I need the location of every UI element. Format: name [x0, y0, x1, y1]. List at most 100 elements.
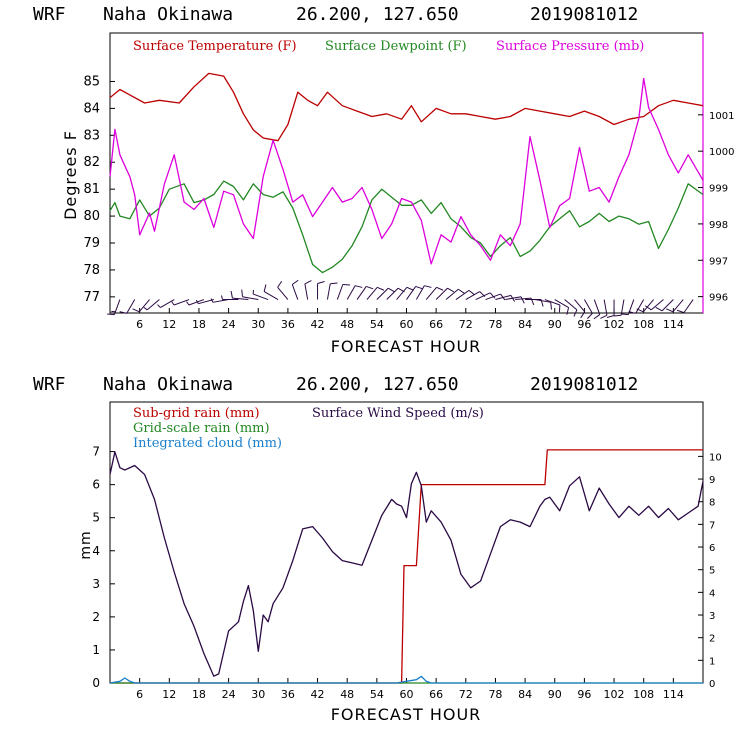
bottom-header-coords: 26.200, 127.650: [296, 374, 459, 395]
top-x-tick-label: 90: [548, 318, 562, 331]
bottom-series-cloud: [109, 675, 703, 684]
top-series-dewpoint: [109, 180, 704, 274]
top-x-tick-label: 54: [370, 318, 384, 331]
bottom-y2-tick-label: 5: [709, 566, 715, 577]
wind-barb: [445, 288, 465, 300]
bottom-y2-tick-label: 2: [709, 634, 715, 645]
bottom-y2-ticks: 0 1 2 3 4 5 6 7 8 9 10: [698, 452, 722, 690]
wind-barb: [583, 299, 593, 319]
bottom-x-ticks: 6 12 18 24 30 36 42 48 54 60 66 72 78 84 90 96 102 108 114: [136, 678, 684, 701]
top-x-tick-label: 60: [400, 318, 414, 331]
bottom-x-tick-label: 12: [162, 688, 176, 701]
bottom-y2-tick-label: 1: [709, 656, 715, 667]
bottom-x-axis-label: FORECAST HOUR: [331, 705, 482, 724]
bottom-y2-tick-label: 8: [709, 498, 715, 509]
bottom-legend-wind-speed: Surface Wind Speed (m/s): [312, 406, 484, 421]
bottom-x-tick-label: 24: [222, 688, 236, 701]
top-y2-tick-label: 996: [709, 293, 728, 304]
bottom-y2-tick-label: 6: [709, 543, 715, 554]
bottom-series-subgrid: [110, 449, 703, 684]
wind-barb: [291, 279, 299, 300]
wind-barb: [396, 286, 414, 300]
wind-barb: [655, 299, 674, 312]
bottom-y2-tick-label: 9: [709, 475, 715, 486]
wind-barb: [666, 299, 684, 313]
top-x-tick-label: 102: [604, 318, 625, 331]
bottom-x-tick-label: 72: [459, 688, 473, 701]
top-y-ticks: 77 78 79 80 81 82 83 84 85: [83, 74, 115, 305]
bottom-y2-tick-label: 0: [709, 679, 715, 690]
wind-barb: [435, 287, 455, 300]
wind-barb: [317, 281, 325, 300]
bottom-x-tick-label: 78: [488, 688, 502, 701]
bottom-y-tick-label: 1: [92, 643, 100, 657]
top-x-tick-label: 30: [251, 318, 265, 331]
wind-barb: [564, 299, 578, 317]
bottom-x-tick-label: 60: [400, 688, 414, 701]
bottom-y2-tick-label: 7: [709, 520, 715, 531]
top-y2-tick-label: 998: [709, 220, 728, 231]
top-legend-dewpoint: Surface Dewpoint (F): [325, 39, 467, 54]
bottom-legend-cloud: Integrated cloud (mm): [133, 436, 282, 451]
wind-barb: [465, 291, 486, 300]
wind-barb: [356, 285, 374, 300]
wind-barb: [534, 299, 552, 310]
top-x-tick-label: 24: [222, 318, 236, 331]
top-x-tick-label: 6: [136, 318, 143, 331]
bottom-y-tick-label: 2: [92, 610, 100, 624]
bottom-x-tick-label: 90: [548, 688, 562, 701]
bottom-x-tick-label: 42: [311, 688, 325, 701]
wind-barb: [676, 299, 694, 314]
bottom-chart: WRF Naha Okinawa 26.200, 127.650 2019081…: [33, 374, 722, 724]
top-y-tick-label: 80: [83, 209, 100, 224]
wind-barb: [613, 299, 625, 317]
top-y-tick-label: 79: [83, 236, 100, 251]
wind-barb: [186, 299, 205, 306]
top-x-tick-label: 84: [518, 318, 532, 331]
top-y-axis-label: Degrees F: [61, 130, 80, 220]
bottom-series-wind-speed: [109, 451, 704, 677]
top-y-tick-label: 82: [83, 155, 100, 170]
wind-barb: [606, 299, 615, 319]
wind-barb: [195, 299, 214, 305]
top-x-tick-label: 96: [577, 318, 591, 331]
bottom-x-tick-label: 96: [577, 688, 591, 701]
wind-barb: [366, 286, 385, 300]
top-series-group: [109, 72, 704, 274]
bottom-y-tick-label: 7: [92, 445, 100, 459]
wind-barb: [485, 293, 506, 301]
wind-barb: [277, 280, 289, 300]
bottom-x-tick-label: 6: [136, 688, 143, 701]
wind-barb: [230, 290, 249, 301]
wind-barb: [143, 299, 160, 311]
wind-barb: [636, 299, 654, 313]
top-y-tick-label: 83: [83, 128, 100, 143]
bottom-y-tick-label: 0: [92, 676, 100, 690]
top-x-tick-label: 108: [633, 318, 654, 331]
wind-barb: [220, 295, 239, 301]
top-header-location: Naha Okinawa: [103, 4, 233, 25]
wind-barb: [593, 299, 601, 320]
top-y-tick-label: 84: [83, 101, 100, 116]
top-x-ticks: 6 12 18 24 30 36 42 48 54 60 66 72 78 84 90 96 102 108 114: [136, 308, 684, 331]
top-x-tick-label: 72: [459, 318, 473, 331]
wind-barb: [455, 289, 475, 300]
top-y-tick-label: 78: [83, 263, 100, 278]
wind-barb: [119, 299, 136, 314]
top-x-tick-label: 66: [429, 318, 443, 331]
top-header-model: WRF: [33, 4, 66, 25]
bottom-y2-tick-label: 10: [709, 452, 722, 463]
wind-barb: [263, 284, 279, 300]
top-x-tick-label: 114: [663, 318, 684, 331]
bottom-x-tick-label: 48: [340, 688, 354, 701]
bottom-header-location: Naha Okinawa: [103, 374, 233, 395]
wind-barb: [304, 280, 312, 300]
top-x-tick-label: 18: [192, 318, 206, 331]
bottom-x-tick-label: 18: [192, 688, 206, 701]
top-series-pressure: [109, 77, 704, 265]
wind-barb: [554, 299, 570, 315]
top-header-init: 2019081012: [530, 4, 638, 25]
bottom-x-tick-label: 102: [604, 688, 625, 701]
top-y-tick-label: 85: [83, 74, 100, 89]
